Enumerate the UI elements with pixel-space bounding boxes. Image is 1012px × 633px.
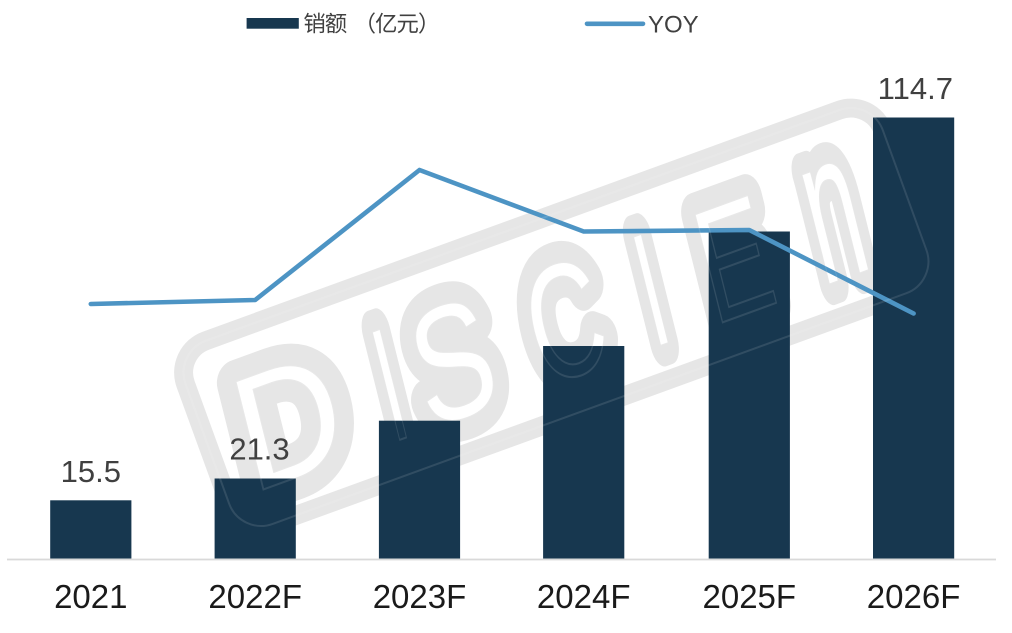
svg-text:21.3: 21.3 xyxy=(229,431,289,466)
svg-text:15.5: 15.5 xyxy=(61,454,121,489)
svg-text:I: I xyxy=(619,199,683,381)
svg-text:2026F: 2026F xyxy=(867,578,961,615)
svg-text:C: C xyxy=(508,220,622,421)
svg-text:YOY: YOY xyxy=(648,11,699,38)
svg-text:2023F: 2023F xyxy=(373,578,467,615)
svg-text:2022F: 2022F xyxy=(208,578,302,615)
svg-text:2021: 2021 xyxy=(54,578,127,615)
svg-text:114.7: 114.7 xyxy=(878,71,953,106)
svg-text:2024F: 2024F xyxy=(537,578,631,615)
svg-text:2025F: 2025F xyxy=(703,578,797,615)
